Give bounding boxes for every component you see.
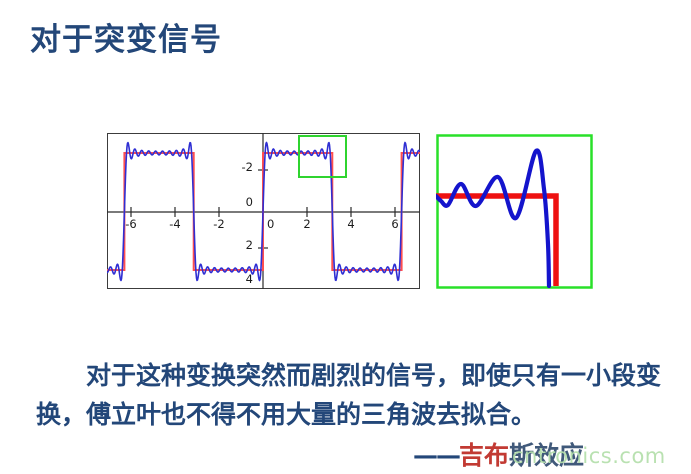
attribution-gibbs-label: ——吉布斯效应 xyxy=(413,436,584,472)
gibbs-zoom-plot xyxy=(436,134,593,289)
x-tick-label: 6 xyxy=(391,217,398,231)
y-tick-label: -2 xyxy=(242,160,253,174)
attribution-red-part: 吉布 xyxy=(459,441,510,470)
highlight-box xyxy=(298,135,347,178)
x-tick-label: -2 xyxy=(213,217,224,231)
body-paragraph: 对于这种变换突然而剧烈的信号，即使只有一小段变 换，傅立叶也不得不用大量的三角波… xyxy=(36,356,672,434)
x-tick-label: 0 xyxy=(267,217,274,231)
y-tick-label: 0 xyxy=(246,195,253,209)
fourier-path xyxy=(107,141,420,282)
y-tick-label: 2 xyxy=(246,238,253,252)
attribution-slate-part: 斯效应 xyxy=(509,441,585,470)
attribution-dash: —— xyxy=(413,441,461,470)
ringing-path xyxy=(436,148,552,289)
body-line-1: 对于这种变换突然而剧烈的信号，即使只有一小段变 xyxy=(86,361,662,390)
step-path xyxy=(436,193,559,286)
x-tick-label: 4 xyxy=(347,217,354,231)
x-tick-label: 2 xyxy=(303,217,310,231)
body-line-2: 换，傅立叶也不得不用大量的三角波去拟合。 xyxy=(36,400,537,429)
x-tick-label: -6 xyxy=(125,217,136,231)
zoom-border xyxy=(436,134,593,289)
page-title: 对于突变信号 xyxy=(30,22,222,58)
x-tick-label: -4 xyxy=(169,217,180,231)
watermark: cntronics.com xyxy=(512,444,666,468)
y-tick-label: 4 xyxy=(246,272,253,286)
